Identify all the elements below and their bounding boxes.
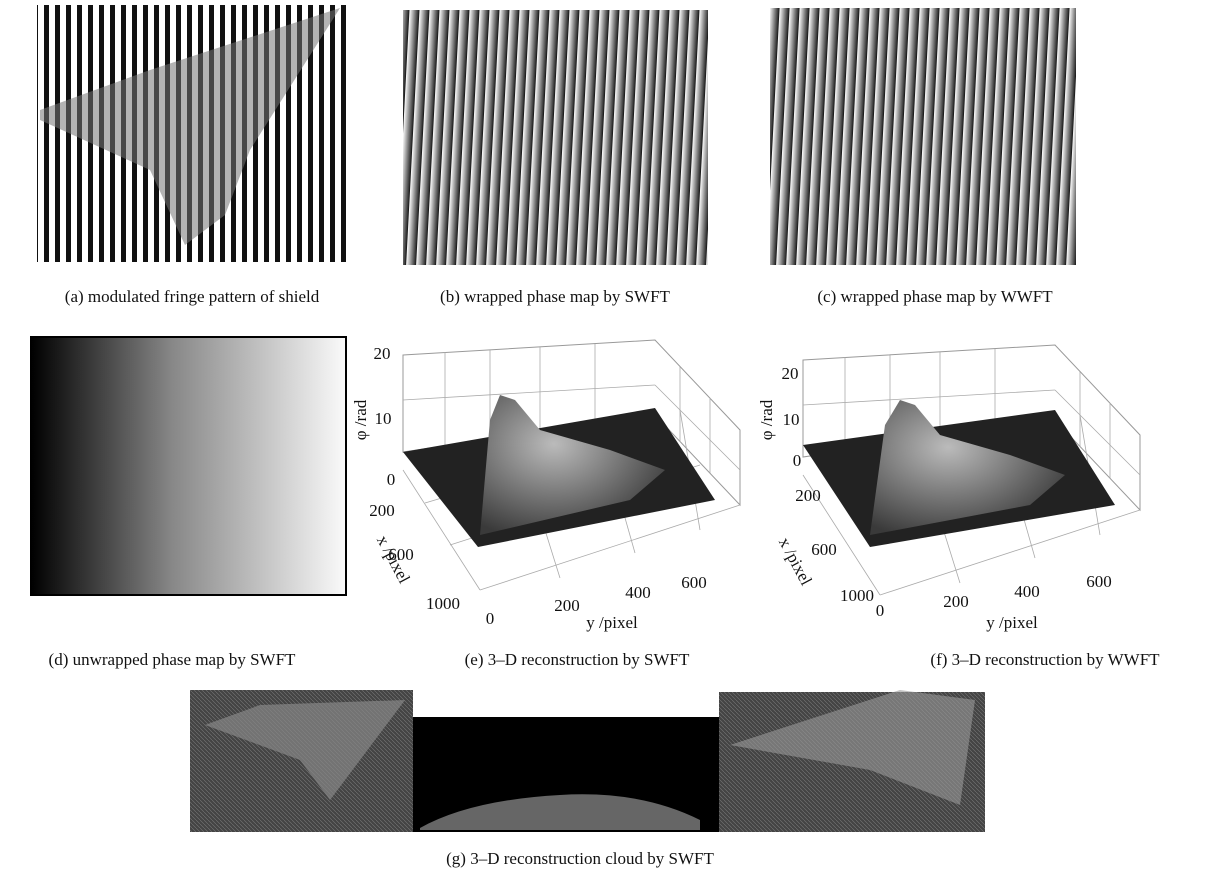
caption: (e) 3–D reconstruction by SWFT — [465, 650, 690, 669]
plot-3d — [803, 345, 1140, 595]
x-tick-label: 1000 — [840, 586, 874, 605]
y-tick-label: 600 — [1086, 572, 1112, 591]
z-tick-label: 0 — [793, 451, 802, 470]
z-tick-label: 20 — [782, 364, 799, 383]
panel-c: (c) wrapped phase map by WWFT — [770, 8, 1076, 306]
x-tick-label: 200 — [369, 501, 395, 520]
caption: (c) wrapped phase map by WWFT — [817, 287, 1053, 306]
caption: (g) 3–D reconstruction cloud by SWFT — [446, 849, 714, 868]
x-tick-label: 600 — [811, 540, 837, 559]
y-tick-label: 0 — [486, 609, 495, 628]
x-tick-label: 1000 — [426, 594, 460, 613]
y-tick-label: 200 — [943, 592, 969, 611]
y-tick-label: 400 — [625, 583, 651, 602]
y-tick-label: 400 — [1014, 582, 1040, 601]
z-axis-label: φ /rad — [351, 399, 370, 440]
panel-f: 20 10 0 200 600 1000 0 200 400 600 φ /ra… — [757, 345, 1160, 669]
y-axis-label: y /pixel — [586, 613, 638, 632]
z-tick-label: 10 — [375, 409, 392, 428]
caption: (a) modulated fringe pattern of shield — [65, 287, 320, 306]
plot-3d — [403, 340, 740, 590]
unwrapped-phase-image — [31, 337, 346, 595]
panel-g: (g) 3–D reconstruction cloud by SWFT — [190, 690, 985, 868]
panel-a: (a) modulated fringe pattern of shield — [37, 5, 348, 306]
x-axis-label: x /pixel — [775, 534, 816, 589]
panel-d: (d) unwrapped phase map by SWFT — [31, 337, 346, 669]
caption: (b) wrapped phase map by SWFT — [440, 287, 671, 306]
x-tick-label: 200 — [795, 486, 821, 505]
z-axis-label: φ /rad — [757, 399, 776, 440]
y-tick-label: 0 — [876, 601, 885, 620]
wrapped-phase-image — [770, 8, 1076, 265]
figure: (a) modulated fringe pattern of shield (… — [0, 0, 1211, 882]
panel-e: 20 10 0 200 600 1000 0 200 400 600 φ /ra… — [351, 340, 740, 669]
z-tick-label: 20 — [374, 344, 391, 363]
panel-b: (b) wrapped phase map by SWFT — [403, 10, 708, 306]
caption: (f) 3–D reconstruction by WWFT — [930, 650, 1160, 669]
y-tick-label: 200 — [554, 596, 580, 615]
page: (a) modulated fringe pattern of shield (… — [0, 0, 1211, 882]
wrapped-phase-image — [403, 10, 708, 265]
y-axis-label: y /pixel — [986, 613, 1038, 632]
z-tick-label: 0 — [387, 470, 396, 489]
z-tick-label: 10 — [783, 410, 800, 429]
y-tick-label: 600 — [681, 573, 707, 592]
caption: (d) unwrapped phase map by SWFT — [49, 650, 297, 669]
